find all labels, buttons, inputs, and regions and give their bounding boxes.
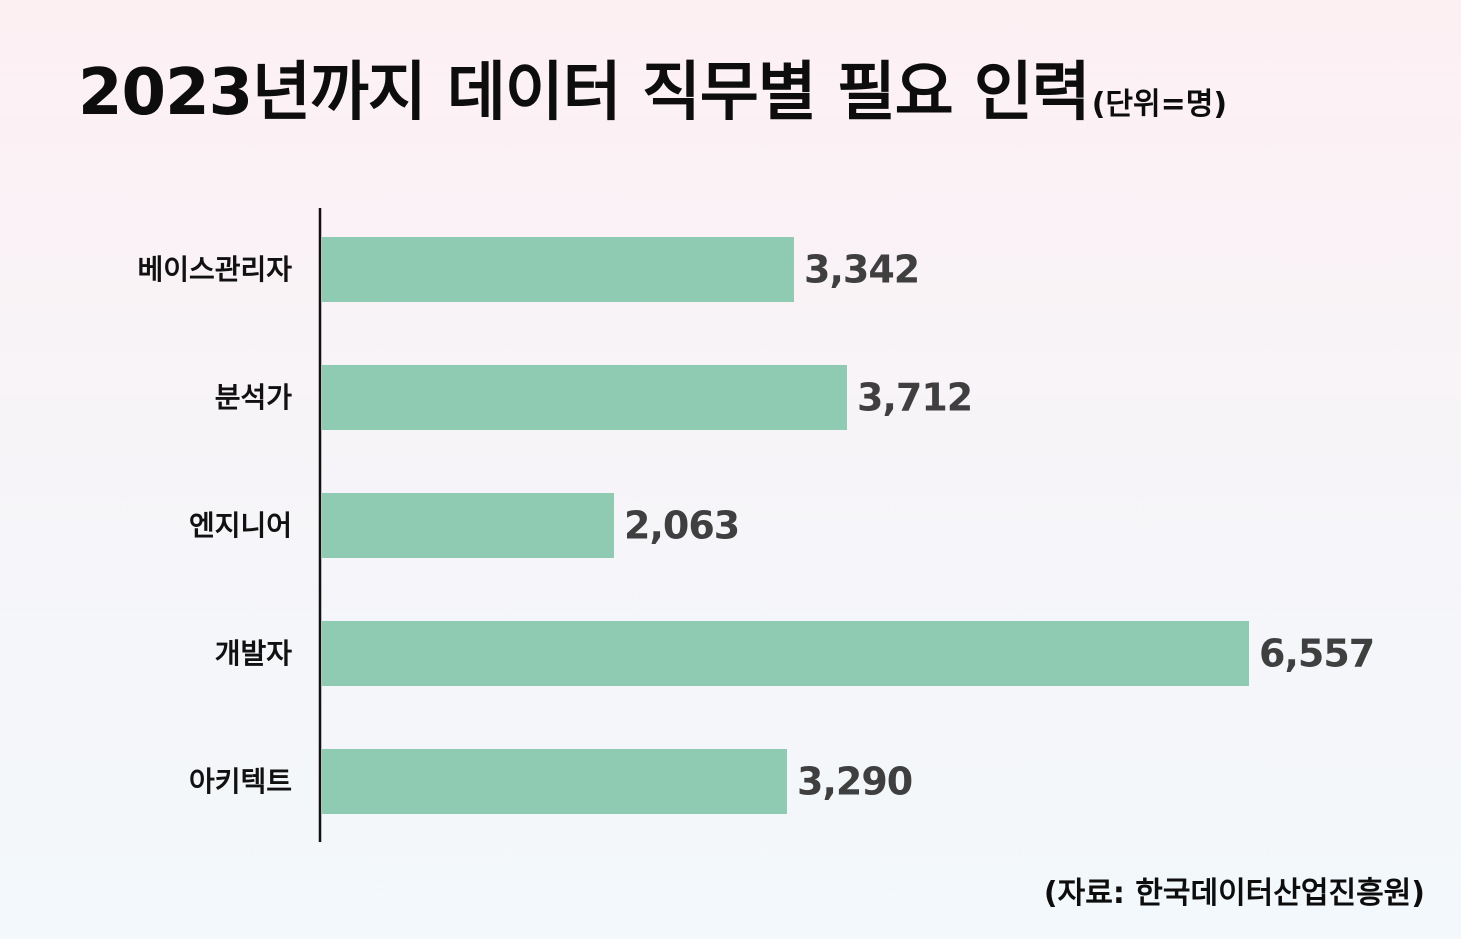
value-label-0: 3,342 <box>804 248 919 292</box>
category-label-1: 분석가 <box>215 381 293 414</box>
value-label-3: 6,557 <box>1259 632 1374 676</box>
category-label-4: 아키텍트 <box>189 765 292 798</box>
chart-title: 2023년까지 데이터 직무별 필요 인력(단위=명) <box>78 50 1227 148</box>
value-label-1: 3,712 <box>857 376 972 420</box>
value-labels-group: 3,342 3,712 2,063 6,557 3,290 <box>624 248 1375 804</box>
bars-group <box>322 237 1249 814</box>
bar-4 <box>322 749 787 814</box>
bar-1 <box>322 365 847 430</box>
bar-2 <box>322 493 614 558</box>
category-label-0: 베이스관리자 <box>137 253 292 286</box>
category-label-2: 엔지니어 <box>189 509 292 542</box>
bar-0 <box>322 237 794 302</box>
source-note: (자료: 한국데이터산업진흥원) <box>1043 876 1425 911</box>
value-label-4: 3,290 <box>797 760 912 804</box>
chart-title-text: 2023년까지 데이터 직무별 필요 인력 <box>78 56 1091 130</box>
bar-3 <box>322 621 1249 686</box>
value-label-2: 2,063 <box>624 504 739 548</box>
category-label-3: 개발자 <box>215 637 293 670</box>
unit-label: (단위=명) <box>1091 87 1228 122</box>
